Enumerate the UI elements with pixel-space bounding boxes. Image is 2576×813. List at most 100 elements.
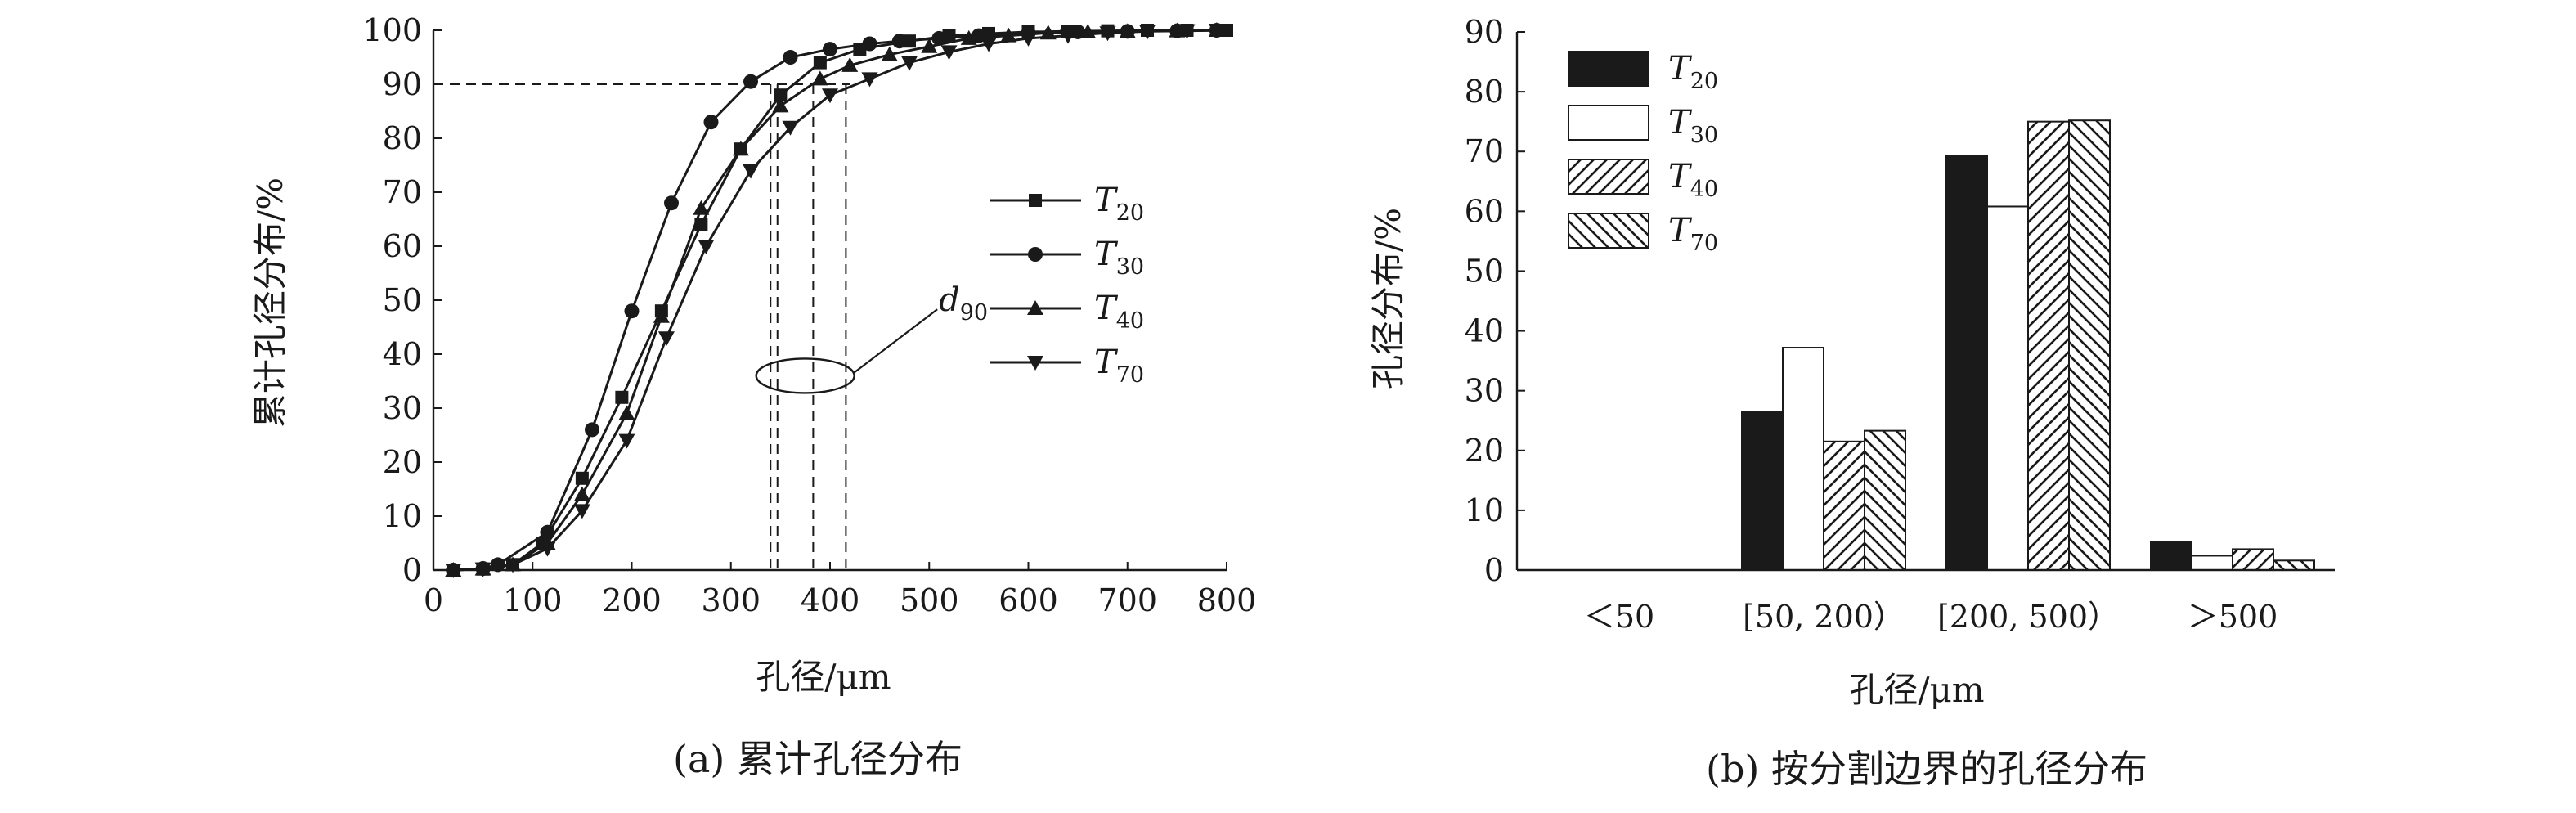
data-point xyxy=(573,504,590,519)
legend-item: T40 xyxy=(990,290,1144,334)
series-group xyxy=(445,22,1233,578)
data-point xyxy=(960,29,977,45)
data-point xyxy=(901,56,918,71)
legend-swatch xyxy=(1568,51,1649,87)
axes: 0 10 20 30 40 50 60 70 80 90 ＜50 [50, 200） [200, 500… xyxy=(1465,14,2335,635)
data-point xyxy=(823,42,837,57)
x-tick-label: 800 xyxy=(1197,582,1257,618)
d90-label: d90 xyxy=(939,281,988,326)
data-point xyxy=(694,218,708,231)
data-point xyxy=(505,558,521,573)
caption-b: (b) 按分割边界的孔径分布 xyxy=(1706,747,2147,791)
y-tick-label: 80 xyxy=(1465,74,1504,110)
data-point xyxy=(1099,26,1116,42)
data-point xyxy=(981,37,997,52)
data-point xyxy=(1220,24,1233,37)
bar-T30 xyxy=(1986,205,2029,572)
y-tick-label: 60 xyxy=(383,228,422,264)
data-point xyxy=(664,195,679,211)
legend-label: T20 xyxy=(1094,182,1144,226)
data-point xyxy=(811,70,828,86)
legend-label: T70 xyxy=(1668,212,1718,256)
data-point xyxy=(732,141,749,156)
y-tick-label: 10 xyxy=(1465,492,1504,528)
bar-T30 xyxy=(1782,347,1824,571)
data-point xyxy=(624,303,640,319)
axes: 0 10 20 30 40 50 60 70 80 90 100 0 100 200 300 400 500 60… xyxy=(362,12,1256,618)
data-point xyxy=(618,405,635,420)
y-tick-label: 70 xyxy=(1465,133,1504,169)
cumulative-pore-size-chart: d90 0 10 20 30 40 50 60 70 80 90 100 0 100 200 300 400 5… xyxy=(250,12,1256,781)
legend-swatch xyxy=(1568,159,1649,195)
d90-leader-line xyxy=(854,308,938,374)
data-point xyxy=(1208,24,1225,38)
y-tick-label: 20 xyxy=(383,444,422,480)
data-point xyxy=(1000,27,1017,43)
y-axis-title: 累计孔径分布/% xyxy=(250,177,290,428)
x-tick-label: ＞500 xyxy=(2188,599,2278,635)
x-tick-label: ＜50 xyxy=(1584,599,1654,635)
data-point xyxy=(615,390,629,404)
y-tick-label: 30 xyxy=(1465,373,1504,409)
data-point xyxy=(585,422,599,438)
data-point xyxy=(774,88,788,102)
data-point xyxy=(1178,24,1196,39)
data-point xyxy=(1060,29,1076,44)
bar-T20 xyxy=(2150,541,2192,571)
bar-T30 xyxy=(2191,555,2233,571)
data-point xyxy=(573,486,590,501)
data-point xyxy=(1020,31,1037,47)
bar-T70 xyxy=(2273,559,2315,572)
legend-item: T40 xyxy=(1568,158,1718,202)
bar-T40 xyxy=(1823,440,1865,571)
y-tick-label: 40 xyxy=(1465,313,1504,349)
x-tick-label: 700 xyxy=(1097,582,1157,618)
legend-swatch xyxy=(1568,213,1649,249)
y-tick-label: 10 xyxy=(383,498,422,534)
legend-label: T20 xyxy=(1668,50,1718,94)
data-point xyxy=(743,164,759,179)
data-point xyxy=(881,46,898,61)
data-point xyxy=(891,34,907,49)
y-axis-title: 孔径分布/% xyxy=(1368,208,1408,389)
d90-annotation: d90 xyxy=(755,281,988,394)
y-tick-label: 90 xyxy=(383,66,422,102)
caption-a: (a) 累计孔径分布 xyxy=(673,737,963,781)
bar-T70 xyxy=(2068,119,2111,571)
data-point xyxy=(703,115,719,130)
y-tick-label: 20 xyxy=(1465,433,1504,469)
x-tick-label: 500 xyxy=(900,582,959,618)
legend-item: T70 xyxy=(990,344,1144,388)
x-tick-label: [200, 500） xyxy=(1937,599,2119,635)
bar-T40 xyxy=(2027,120,2070,571)
legend: T20 T30 T40 T70 xyxy=(1568,50,1718,256)
data-point xyxy=(657,331,675,347)
y-tick-label: 90 xyxy=(1465,14,1504,50)
x-tick-label: [50, 200） xyxy=(1743,599,1905,635)
legend-label: T40 xyxy=(1094,290,1144,334)
y-tick-label: 50 xyxy=(383,282,422,318)
legend-marker xyxy=(1029,194,1042,207)
data-point xyxy=(813,56,827,70)
legend-label: T40 xyxy=(1668,158,1718,202)
data-point xyxy=(743,74,758,89)
data-point xyxy=(841,56,859,72)
data-point xyxy=(822,88,838,104)
y-tick-label: 80 xyxy=(383,120,422,156)
y-tick-label: 60 xyxy=(1465,193,1504,229)
y-tick-label: 0 xyxy=(402,552,422,588)
data-point xyxy=(618,433,635,449)
x-axis-title: 孔径/μm xyxy=(1849,670,1984,710)
bar-T20 xyxy=(1741,411,1784,571)
data-point xyxy=(575,471,589,485)
x-tick-label: 200 xyxy=(602,582,662,618)
series-T40 xyxy=(445,22,1225,577)
legend-label: T30 xyxy=(1094,236,1144,280)
legend-item: T20 xyxy=(1568,50,1718,94)
bar-T40 xyxy=(2232,548,2274,572)
y-tick-label: 50 xyxy=(1465,253,1504,289)
legend-marker xyxy=(1027,300,1043,315)
legend-swatch xyxy=(1568,105,1649,141)
legend-label: T70 xyxy=(1094,344,1144,388)
legend-marker xyxy=(1027,356,1043,371)
